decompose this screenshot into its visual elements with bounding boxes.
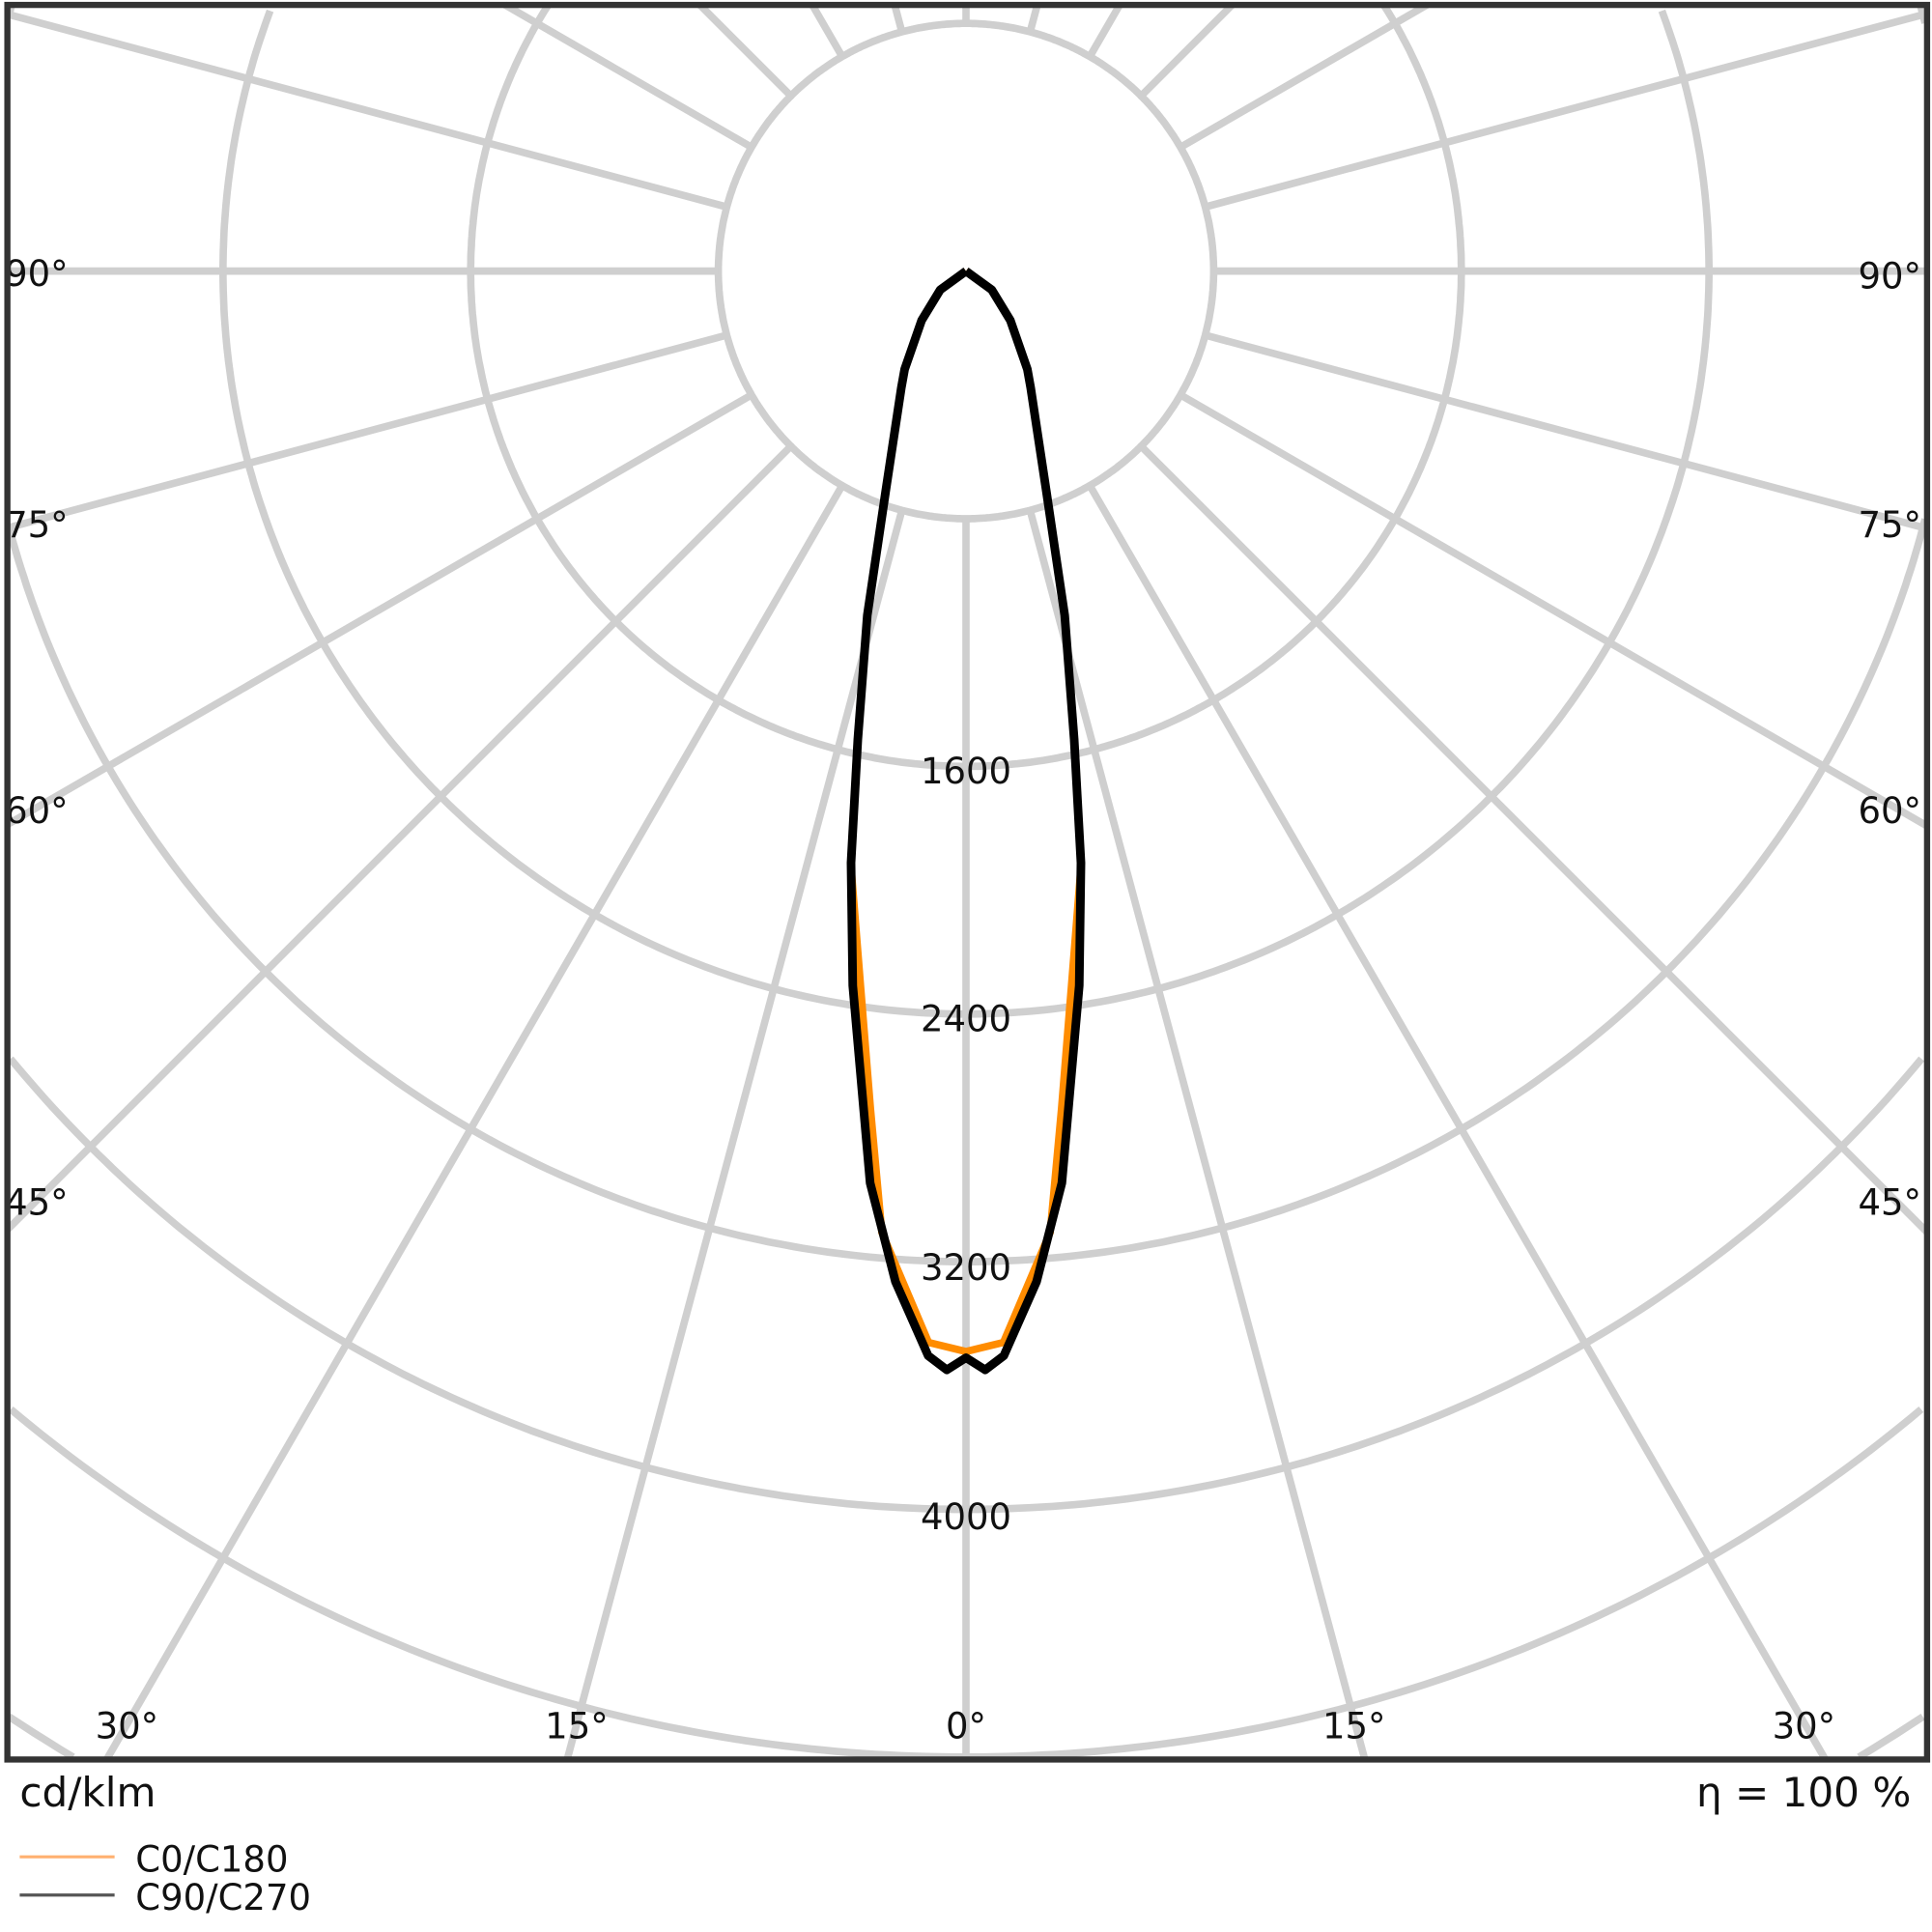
angle-label-left: 60° bbox=[5, 790, 69, 832]
grid-spoke bbox=[6, 331, 728, 532]
grid-spoke bbox=[4, 443, 794, 1233]
angle-label-bottom: 15° bbox=[545, 1706, 609, 1747]
angle-label-right: 60° bbox=[1858, 790, 1921, 832]
grid-spoke bbox=[1204, 331, 1928, 532]
radial-tick-label: 4000 bbox=[921, 1496, 1011, 1538]
angle-label-left: 45° bbox=[5, 1182, 69, 1224]
curves bbox=[846, 268, 1086, 1375]
grid-spoke bbox=[1179, 391, 1929, 830]
angle-label-bottom: 15° bbox=[1322, 1706, 1386, 1747]
angle-tick-labels: 90° 75° 60° 45° 90° 75° 60° 45° 30° 15° … bbox=[5, 253, 1921, 1747]
legend: C0/C180 C90/C270 bbox=[19, 1839, 311, 1918]
legend-label: C90/C270 bbox=[135, 1877, 311, 1918]
angle-label-bottom: 30° bbox=[1773, 1706, 1836, 1747]
grid-spoke bbox=[1026, 509, 1369, 1761]
grid-spoke bbox=[6, 11, 728, 211]
efficiency-label: η = 100 % bbox=[1696, 1769, 1911, 1816]
radial-tick-label: 1600 bbox=[921, 751, 1011, 792]
grid-ring bbox=[966, 1406, 1924, 1761]
grid-spoke bbox=[891, 4, 906, 33]
grid-spoke bbox=[502, 1, 753, 151]
grid-spoke bbox=[563, 509, 906, 1761]
grid-spoke bbox=[103, 483, 846, 1762]
grid-spoke bbox=[1086, 483, 1829, 1762]
grid-ring bbox=[966, 9, 1713, 1018]
grid-spoke bbox=[1204, 10, 1928, 211]
radial-tick-labels: 1600 2400 3200 4000 bbox=[921, 751, 1011, 1538]
grid-spoke bbox=[1026, 4, 1041, 33]
grid-spoke bbox=[1138, 2, 1236, 99]
angle-label-bottom: 0° bbox=[946, 1706, 986, 1747]
legend-label: C0/C180 bbox=[135, 1839, 288, 1881]
grid-ring bbox=[1857, 1713, 1925, 1761]
grid-spoke bbox=[5, 391, 753, 828]
grid-spoke bbox=[1086, 3, 1123, 59]
grid-ring bbox=[966, 3, 1465, 771]
grid-ring bbox=[966, 518, 1929, 1265]
grid-ring bbox=[5, 526, 966, 1265]
grid-spoke bbox=[809, 3, 846, 59]
grid-ring bbox=[7, 1056, 966, 1514]
angle-label-right: 75° bbox=[1858, 504, 1921, 546]
series-curve-c90-c270 bbox=[846, 268, 1086, 1375]
grid-ring bbox=[219, 9, 966, 1018]
grid-spoke bbox=[1179, 1, 1430, 151]
radial-tick-label: 2400 bbox=[921, 999, 1011, 1040]
grid-ring bbox=[7, 1713, 75, 1761]
angle-label-left: 75° bbox=[5, 504, 69, 546]
radial-tick-label: 3200 bbox=[921, 1247, 1011, 1289]
grid-ring bbox=[8, 1406, 966, 1761]
angle-label-bottom: 30° bbox=[96, 1706, 159, 1747]
angle-label-right: 90° bbox=[1858, 255, 1921, 297]
grid-ring bbox=[966, 1056, 1925, 1514]
grid-spoke bbox=[696, 2, 794, 99]
angle-label-right: 45° bbox=[1858, 1182, 1921, 1224]
plot-frame bbox=[4, 1, 1931, 1763]
grid-ring bbox=[467, 3, 966, 771]
polar-grid bbox=[4, 1, 1930, 1762]
unit-label: cd/klm bbox=[19, 1769, 156, 1816]
grid-spoke bbox=[1138, 443, 1930, 1236]
angle-label-left: 90° bbox=[5, 253, 69, 295]
